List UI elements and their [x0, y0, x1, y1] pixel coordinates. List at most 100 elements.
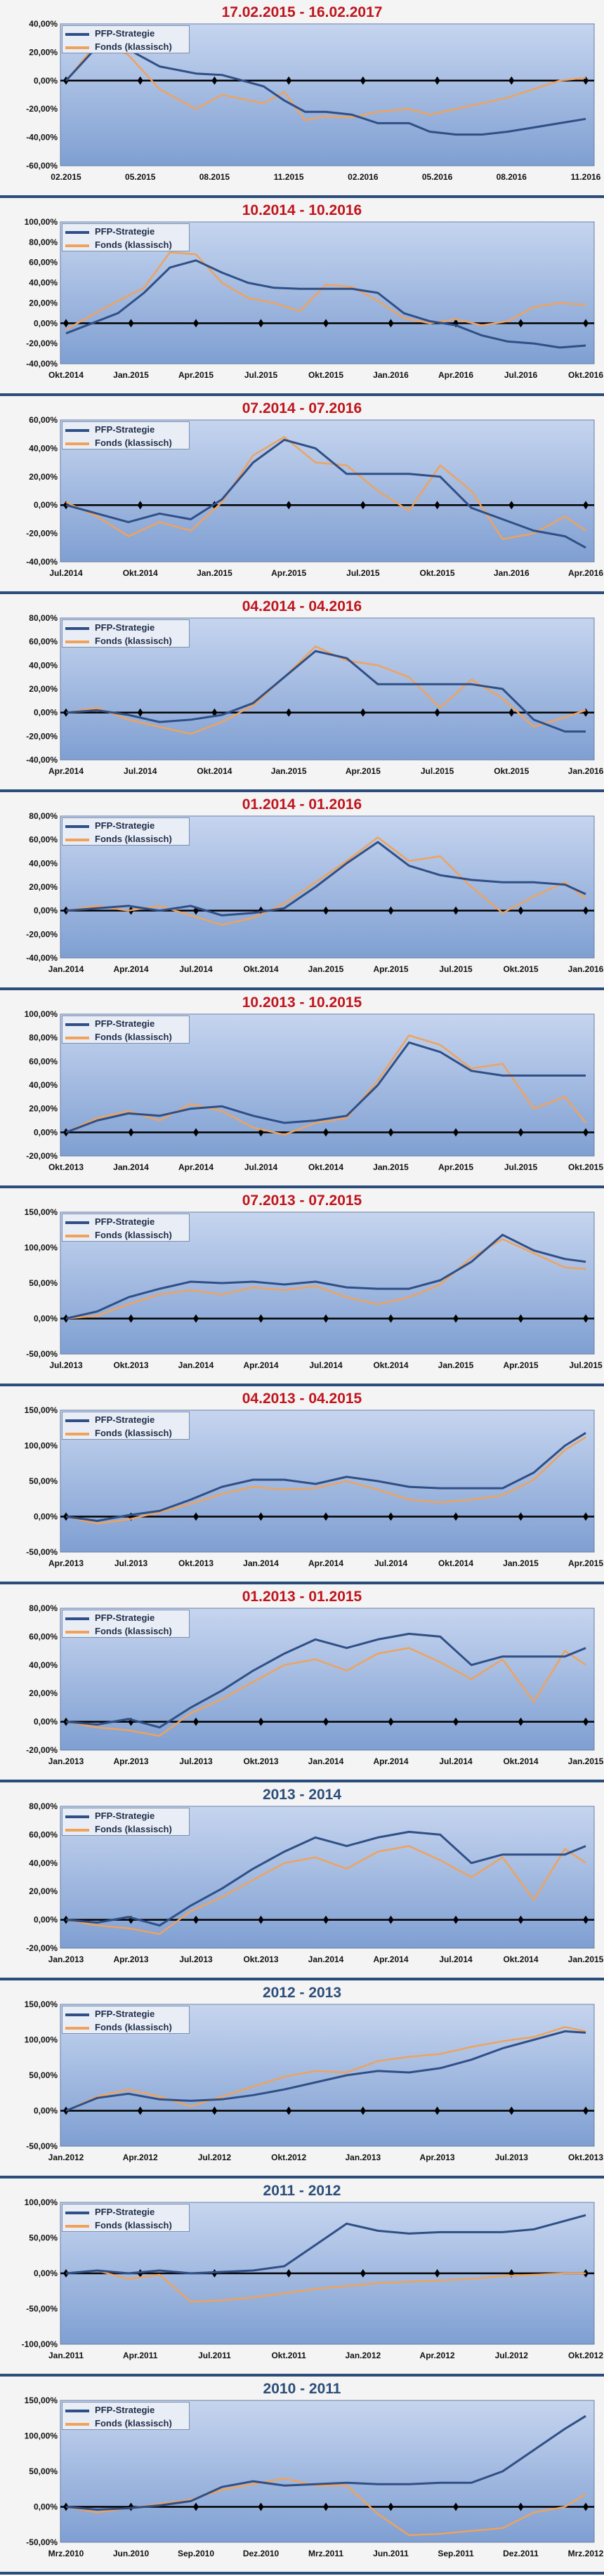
y-tick-label: -50,00%: [26, 1349, 58, 1359]
baseline-marker: [583, 2106, 589, 2115]
baseline-marker: [453, 2502, 459, 2511]
baseline-marker: [323, 1717, 329, 1726]
legend-swatch-fund: [65, 46, 89, 49]
y-tick-label: -20,00%: [26, 104, 58, 114]
legend-swatch-strategy: [65, 2212, 89, 2214]
baseline-marker: [388, 1717, 394, 1726]
x-tick-label: Jan.2014: [113, 1162, 149, 1172]
baseline-marker: [211, 708, 218, 717]
x-tick-label: Jan.2013: [345, 2153, 381, 2162]
y-tick-label: 100,00%: [25, 217, 58, 227]
legend-label-strategy: PFP-Strategie: [95, 820, 155, 831]
baseline-marker: [193, 1915, 199, 1924]
baseline-marker: [211, 2106, 218, 2115]
series-line-fonds-klassisch: [65, 1436, 586, 1525]
baseline-marker: [323, 2502, 329, 2511]
chart-title: 17.02.2015 - 16.02.2017: [221, 4, 383, 20]
baseline-marker: [360, 76, 366, 85]
legend-swatch-fund: [65, 1829, 89, 1832]
x-tick-label: Jan.2014: [178, 1360, 214, 1370]
x-tick-label: Apr.2013: [48, 1558, 84, 1568]
x-tick-label: Jul.2014: [439, 1954, 473, 1964]
legend-item-strategy: PFP-Strategie: [65, 1810, 186, 1822]
y-tick-label: -40,00%: [26, 557, 58, 567]
x-tick-label: 02.2016: [348, 172, 379, 182]
x-tick-label: Jan.2014: [48, 964, 84, 974]
y-tick-label: 20,00%: [29, 47, 58, 57]
x-tick-label: Okt.2012: [271, 2153, 306, 2162]
chart-svg: 80,00%60,00%40,00%20,00%0,00%-20,00%Jan.…: [26, 1801, 603, 1964]
x-tick-label: Jul.2014: [309, 1360, 343, 1370]
y-tick-label: 50,00%: [29, 2466, 58, 2476]
x-tick-label: Apr.2013: [113, 1954, 148, 1964]
chart-title: 04.2013 - 04.2015: [242, 1391, 362, 1407]
series-line-pfp-strategie: [65, 1432, 586, 1523]
chart-panel: 04.2013 - 04.2015 150,00% 100,00% 50,00% 0,0…: [0, 1386, 604, 1584]
baseline-marker: [128, 1314, 134, 1323]
x-tick-label: Okt.2015: [420, 568, 455, 578]
legend-item-fund: Fonds (klassisch): [65, 833, 186, 846]
y-tick-label: 0,00%: [34, 1512, 58, 1522]
x-tick-label: Okt.2014: [373, 1360, 408, 1370]
legend-item-strategy: PFP-Strategie: [65, 423, 186, 436]
y-tick-label: 60,00%: [29, 1056, 58, 1066]
y-tick-label: 60,00%: [29, 835, 58, 845]
baseline-marker: [508, 708, 515, 717]
y-tick-label: 0,00%: [34, 2502, 58, 2512]
y-tick-label: 60,00%: [29, 1631, 58, 1641]
baseline-marker: [286, 708, 292, 717]
series-line-fonds-klassisch: [65, 2477, 586, 2537]
y-tick-label: 150,00%: [25, 2396, 58, 2405]
x-tick-label: Okt.2011: [271, 2351, 306, 2360]
chart-title: 01.2014 - 01.2016: [242, 796, 362, 813]
x-tick-label: Apr.2014: [178, 1162, 214, 1172]
y-tick-label: 0,00%: [34, 2268, 58, 2278]
baseline-marker: [583, 1915, 589, 1924]
baseline-marker: [258, 1512, 264, 1521]
legend-item-fund: Fonds (klassisch): [65, 1427, 186, 1440]
x-tick-label: Jan.2015: [197, 568, 232, 578]
y-tick-label: 40,00%: [29, 1660, 58, 1670]
y-tick-label: -20,00%: [26, 929, 58, 939]
legend-label-strategy: PFP-Strategie: [95, 424, 155, 435]
series-line-pfp-strategie: [65, 841, 586, 916]
y-tick-label: 40,00%: [29, 1080, 58, 1090]
y-tick-label: 80,00%: [29, 1033, 58, 1043]
baseline-marker: [258, 1314, 264, 1323]
legend-label-strategy: PFP-Strategie: [95, 1216, 155, 1227]
legend-item-strategy: PFP-Strategie: [65, 225, 186, 238]
x-tick-label: Okt.2013: [48, 1162, 84, 1172]
chart-panel: 04.2014 - 04.2016 80,00% 60,00% 40,00% 20,00…: [0, 594, 604, 792]
x-tick-label: Jul.2014: [124, 766, 157, 776]
x-tick-label: Jul.2013: [179, 1756, 213, 1766]
x-tick-label: Jul.2015: [244, 370, 278, 380]
x-tick-label: Apr.2013: [113, 1756, 148, 1766]
y-tick-label: 50,00%: [29, 2070, 58, 2080]
x-tick-label: Jan.2015: [271, 766, 307, 776]
chart-panel: 01.2014 - 01.2016 80,00% 60,00% 40,00% 20,00…: [0, 792, 604, 990]
x-tick-label: Apr.2016: [568, 568, 603, 578]
x-tick-label: Jan.2014: [308, 1954, 344, 1964]
baseline-marker: [583, 1314, 589, 1323]
y-tick-label: 50,00%: [29, 2233, 58, 2243]
x-tick-label: Jan.2016: [568, 964, 604, 974]
y-tick-label: -20,00%: [26, 731, 58, 741]
x-tick-label: Okt.2014: [503, 1954, 538, 1964]
baseline-marker: [518, 1915, 524, 1924]
series-line-fonds-klassisch: [65, 1647, 586, 1737]
chart-svg: 150,00% 100,00% 50,00% 0,00% -50,00%Jul.2013…: [25, 1207, 603, 1370]
y-tick-label: 80,00%: [29, 1603, 58, 1613]
x-tick-label: Jan.2015: [373, 1162, 409, 1172]
legend-item-fund: Fonds (klassisch): [65, 1625, 186, 1638]
x-tick-label: Apr.2014: [308, 1558, 343, 1568]
y-tick-label: -20,00%: [26, 1745, 58, 1755]
series-line-fonds-klassisch: [65, 2269, 586, 2303]
x-tick-label: Okt.2013: [113, 1360, 148, 1370]
legend-item-strategy: PFP-Strategie: [65, 2206, 186, 2219]
x-tick-label: Okt.2014: [308, 1162, 343, 1172]
y-tick-label: 50,00%: [29, 1278, 58, 1288]
chart-legend: PFP-Strategie Fonds (klassisch): [62, 2402, 190, 2430]
y-tick-label: -50,00%: [26, 1547, 58, 1557]
y-tick-label: 100,00%: [25, 2035, 58, 2045]
y-tick-label: 80,00%: [29, 237, 58, 247]
